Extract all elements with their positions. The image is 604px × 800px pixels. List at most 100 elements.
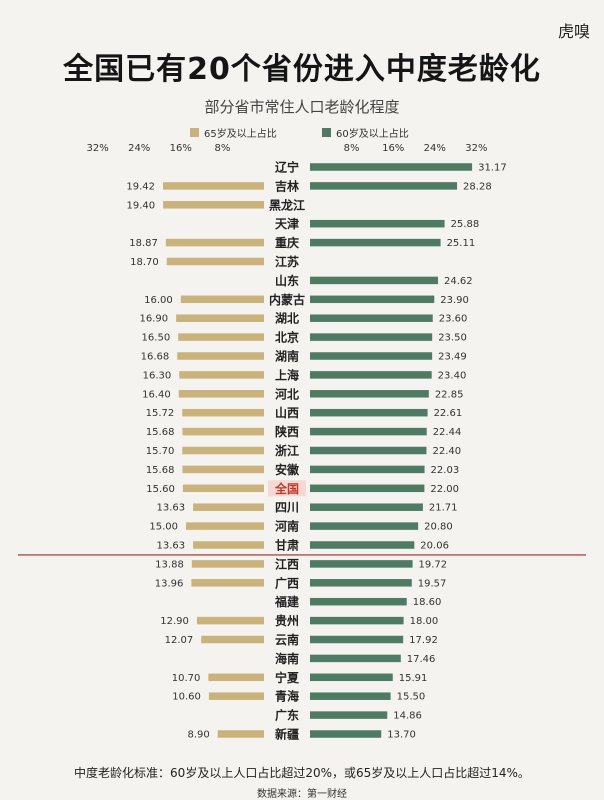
- value-label-left: 13.96: [155, 578, 184, 589]
- value-label-right: 22.44: [433, 427, 462, 438]
- bar-right: [310, 560, 413, 568]
- bar-left: [201, 635, 264, 644]
- brand-logo: 虎嗅: [557, 22, 590, 41]
- bar-left: [182, 427, 264, 436]
- bar-right: [310, 182, 458, 190]
- bar-right: [310, 465, 425, 474]
- value-label-left: 19.40: [126, 200, 155, 211]
- bar-left: [166, 257, 264, 266]
- bar-left: [191, 579, 264, 587]
- category-label: 海南: [275, 651, 299, 666]
- value-label-left: 19.42: [126, 181, 155, 192]
- bar-right: [310, 484, 425, 493]
- value-label-right: 19.57: [418, 578, 447, 589]
- bar-right: [310, 673, 393, 682]
- value-label-right: 23.60: [439, 314, 468, 325]
- category-label: 贵州: [275, 613, 299, 628]
- category-label: 河南: [274, 519, 299, 534]
- bar-right: [310, 692, 391, 700]
- category-label: 吉林: [275, 178, 299, 193]
- value-label-right: 15.50: [397, 692, 426, 703]
- value-label-left: 16.90: [139, 314, 168, 325]
- bar-left: [178, 333, 264, 341]
- value-label-right: 18.60: [413, 597, 442, 608]
- bar-right: [310, 616, 404, 625]
- bar-right: [310, 597, 407, 606]
- category-label: 江苏: [275, 254, 299, 269]
- category-label: 江西: [275, 556, 299, 571]
- value-label-right: 19.72: [419, 559, 448, 570]
- value-label-right: 18.00: [410, 616, 439, 627]
- category-label: 河北: [274, 386, 299, 401]
- value-label-right: 23.90: [440, 295, 469, 306]
- bar-left: [182, 465, 264, 474]
- value-label-right: 20.06: [420, 541, 449, 552]
- value-label-right: 23.50: [438, 333, 467, 344]
- value-label-left: 15.68: [146, 465, 175, 476]
- value-label-right: 22.85: [435, 389, 464, 400]
- category-label: 广东: [275, 708, 299, 723]
- category-label: 湖南: [275, 349, 299, 364]
- value-label-left: 15.00: [149, 522, 178, 533]
- value-label-left: 16.50: [142, 333, 171, 344]
- data-source: 数据来源：第一财经: [257, 789, 347, 800]
- bar-left: [193, 541, 264, 549]
- value-label-right: 23.49: [438, 352, 467, 363]
- value-label-left: 15.60: [146, 484, 175, 495]
- value-label-right: 28.28: [463, 181, 492, 192]
- value-label-right: 17.92: [409, 635, 438, 646]
- bar-left: [177, 352, 264, 360]
- legend-label-left: 65岁及以上占比: [204, 129, 277, 140]
- value-label-right: 21.71: [429, 503, 458, 514]
- bar-right: [310, 635, 404, 644]
- bar-right: [310, 219, 445, 228]
- bar-left: [208, 673, 264, 682]
- category-label: 上海: [275, 367, 299, 382]
- legend-item-right: 60岁及以上占比: [322, 125, 409, 140]
- value-label-right: 22.40: [432, 446, 461, 457]
- value-label-right: 22.61: [434, 408, 463, 419]
- tick-label-right: 8%: [344, 143, 360, 154]
- value-label-right: 25.88: [451, 219, 480, 230]
- value-label-right: 22.03: [431, 465, 460, 476]
- value-label-right: 22.00: [430, 484, 459, 495]
- value-label-left: 16.40: [142, 389, 171, 400]
- value-label-right: 25.11: [447, 238, 476, 249]
- footnote: 中度老龄化标准：60岁及以上人口占比超过20%，或65岁及以上人口占比超过14%…: [74, 766, 530, 780]
- page-title: 全国已有20个省份进入中度老龄化: [63, 52, 541, 87]
- bar-right: [310, 541, 415, 549]
- bar-right: [310, 390, 429, 398]
- value-label-right: 14.86: [393, 711, 422, 722]
- bar-left: [178, 390, 264, 398]
- bar-left: [196, 616, 264, 625]
- legend-item-left: 65岁及以上占比: [190, 125, 277, 140]
- bar-right: [310, 711, 388, 719]
- bar-left: [163, 201, 264, 209]
- bar-left: [208, 692, 264, 700]
- value-label-left: 12.90: [160, 616, 189, 627]
- bar-right: [310, 371, 432, 379]
- tick-label-left: 24%: [128, 143, 150, 154]
- value-label-left: 8.90: [187, 730, 209, 741]
- value-label-left: 13.63: [156, 541, 185, 552]
- legend-swatch-left: [190, 128, 199, 137]
- bar-left: [217, 730, 264, 738]
- bar-left: [182, 484, 264, 493]
- bar-left: [165, 238, 264, 247]
- tick-label-left: 16%: [170, 143, 192, 154]
- value-label-left: 12.07: [165, 635, 194, 646]
- bar-left: [186, 522, 264, 530]
- bar-left: [176, 314, 264, 322]
- category-label: 天津: [275, 216, 299, 231]
- value-label-left: 10.60: [172, 692, 201, 703]
- bar-right: [310, 427, 427, 436]
- category-label: 宁夏: [275, 670, 300, 685]
- bar-left: [180, 295, 264, 304]
- category-label: 全国: [274, 481, 299, 496]
- bar-right: [310, 238, 441, 247]
- bar-right: [310, 654, 401, 663]
- category-label: 陕西: [275, 424, 299, 439]
- bar-right: [310, 276, 439, 285]
- value-label-left: 13.63: [156, 503, 185, 514]
- value-label-left: 16.30: [143, 370, 172, 381]
